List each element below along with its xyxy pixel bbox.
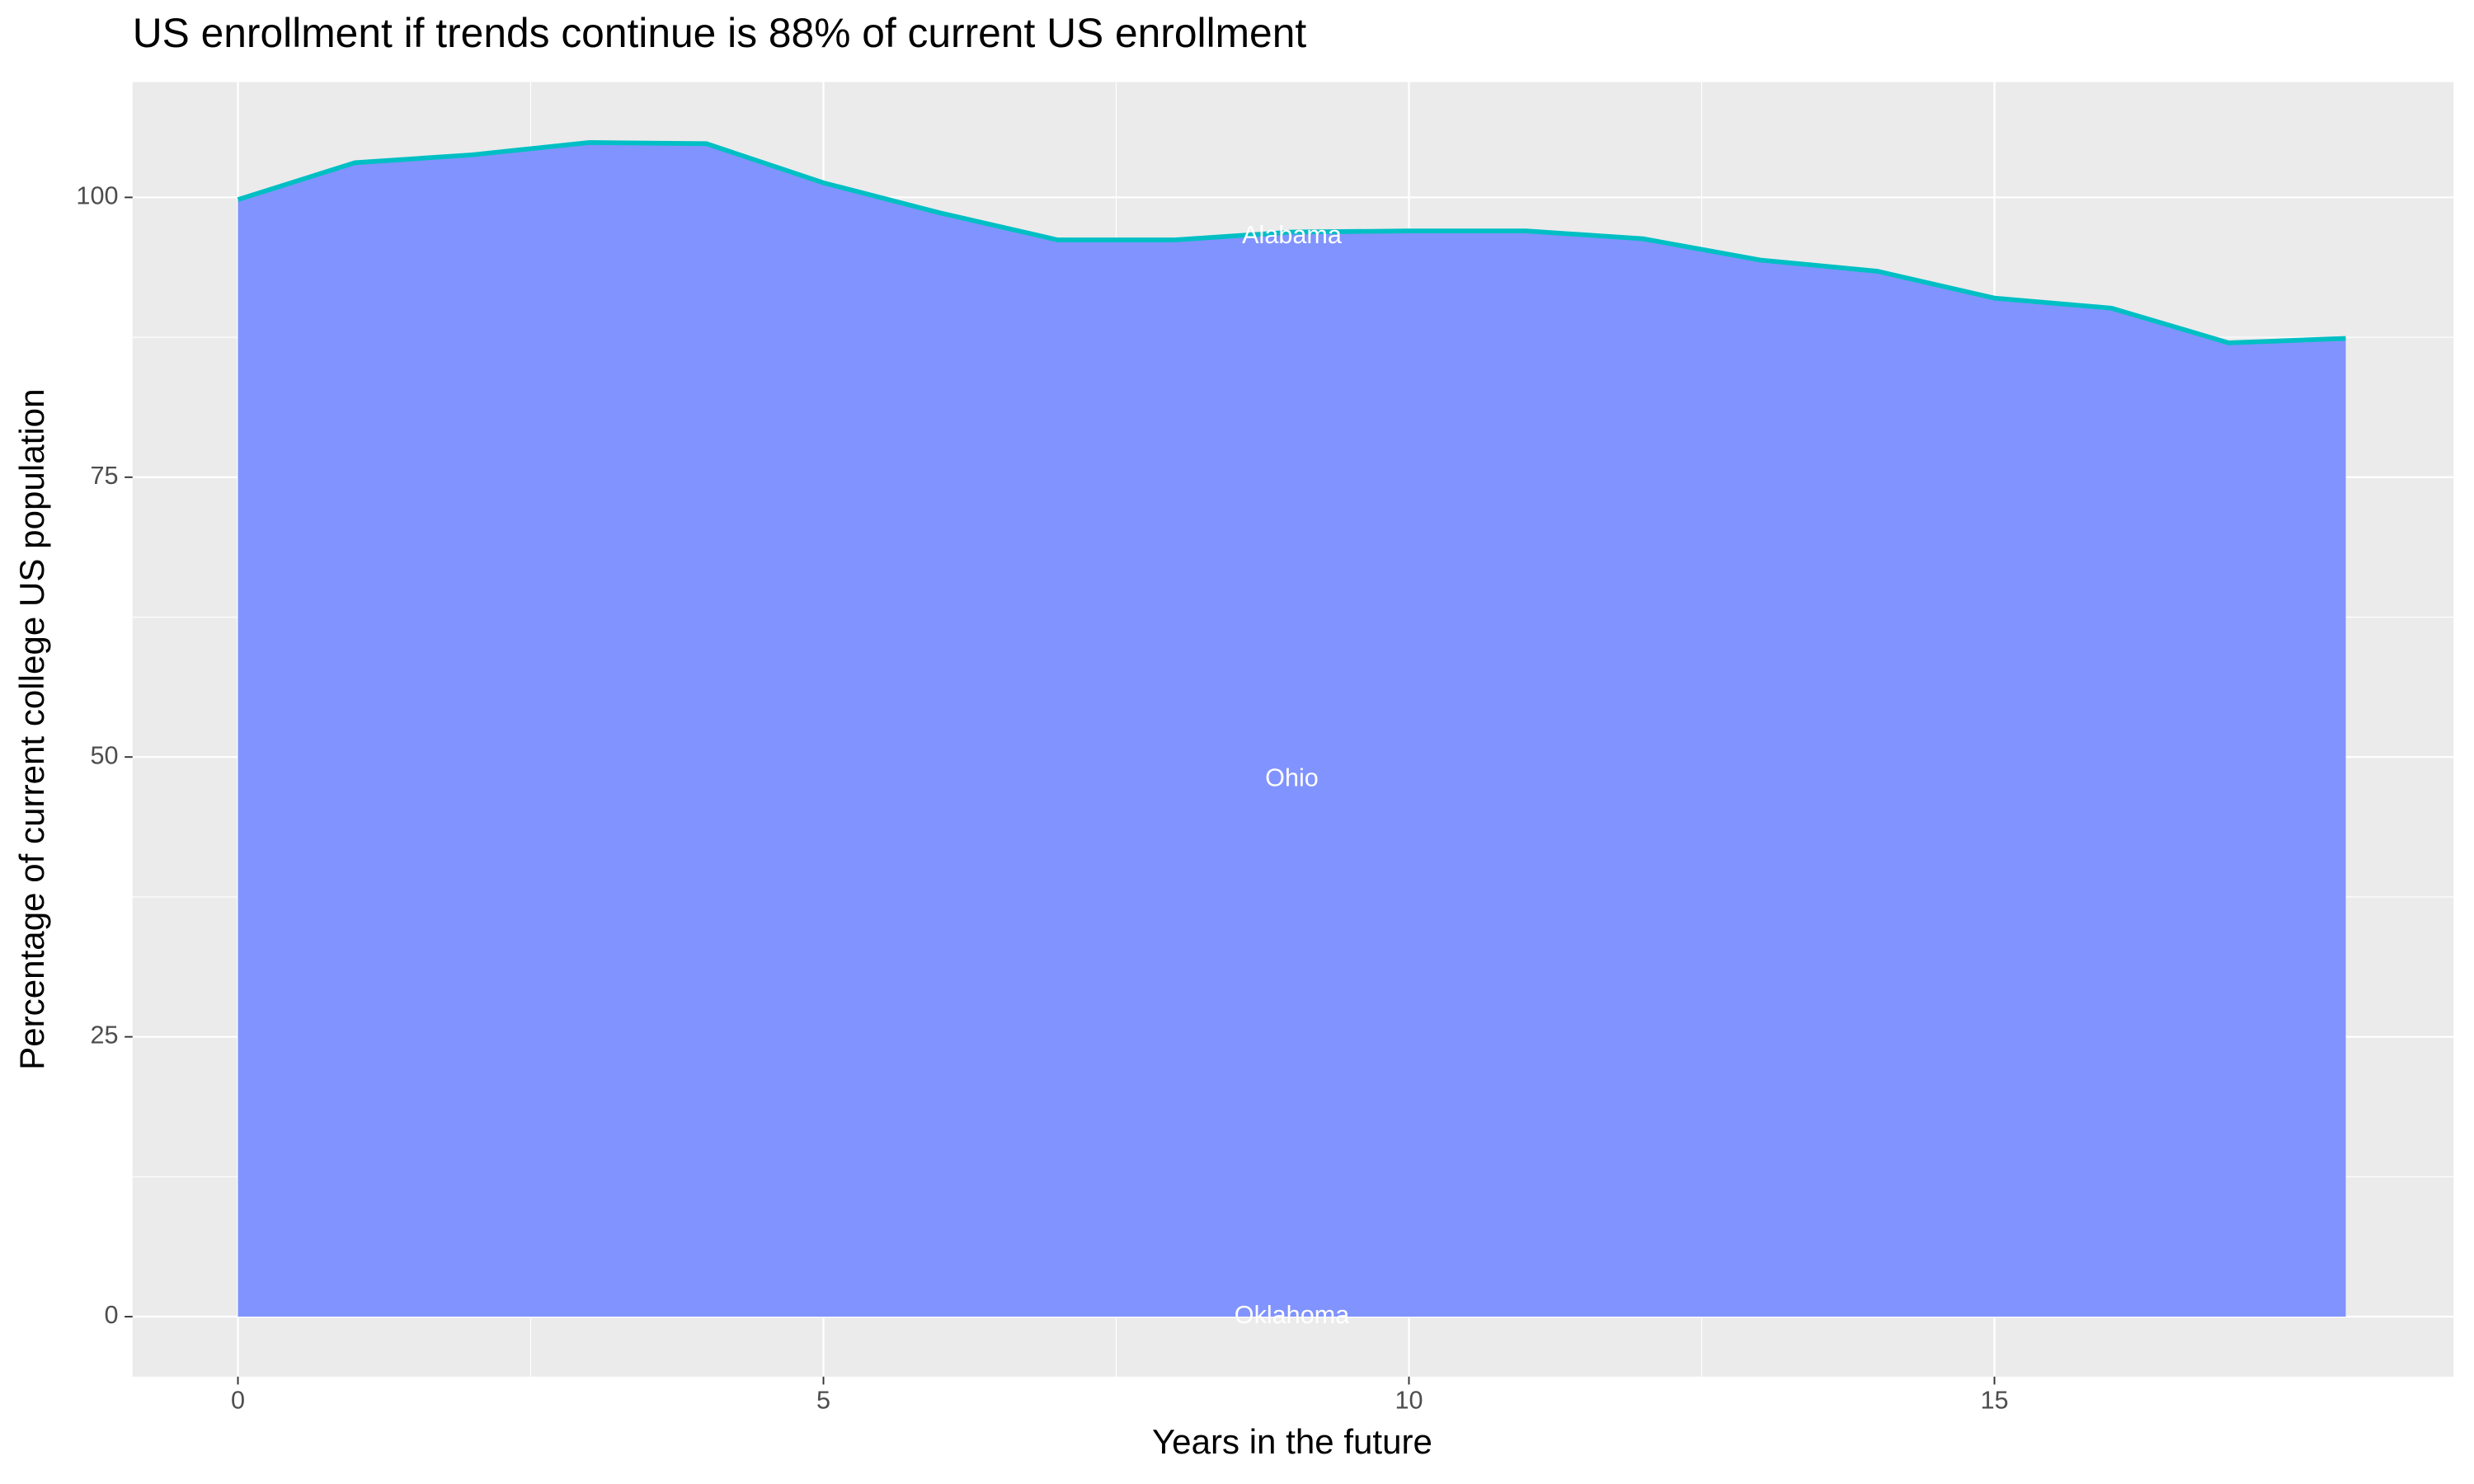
y-tick-label: 100 [76,181,118,209]
area [238,142,2346,1317]
annotation: Alabama [1242,221,1343,249]
chart-title: US enrollment if trends continue is 88% … [133,10,1307,56]
x-tick-label: 0 [231,1387,245,1415]
x-tick-label: 10 [1395,1387,1423,1415]
y-tick-label: 50 [90,741,118,769]
y-tick-label: 0 [104,1301,118,1329]
line [237,140,2346,345]
x-axis-title: Years in the future [1152,1422,1432,1461]
y-tick-label: 25 [90,1021,118,1050]
annotation: Oklahoma [1235,1301,1350,1329]
y-tick-label: 75 [90,462,118,490]
y-axis-title: Percentage of current college US populat… [12,388,51,1069]
x-tick-label: 15 [1980,1387,2008,1415]
annotation: Ohio [1265,763,1319,791]
x-tick-label: 5 [816,1387,830,1415]
